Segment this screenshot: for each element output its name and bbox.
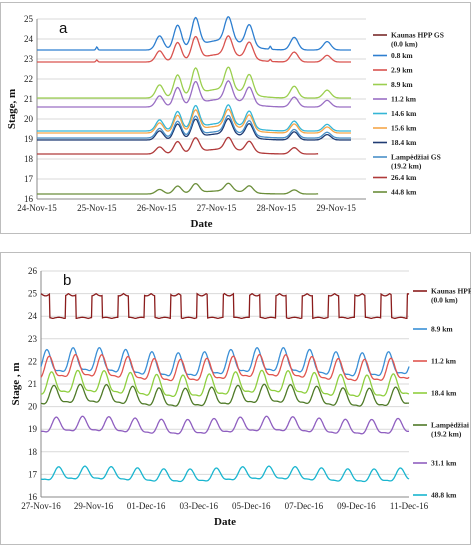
series-line — [37, 136, 319, 155]
x-tick-label: 24-Nov-15 — [17, 203, 57, 213]
legend-label: 15.6 km — [391, 124, 417, 133]
x-tick-label: 05-Dec-16 — [232, 501, 271, 511]
legend-label-cont: (0.0 km) — [431, 296, 458, 305]
y-tick-label: 23 — [28, 334, 38, 344]
series-line — [37, 80, 351, 108]
y-tick-label: 25 — [24, 14, 34, 24]
x-tick-label: 26-Nov-15 — [137, 203, 177, 213]
panel-label: a — [59, 20, 68, 37]
legend-label: 11.2 km — [431, 357, 457, 366]
y-tick-label: 22 — [24, 74, 33, 84]
series-line — [40, 383, 410, 407]
legend-label: Lampėdžiai GS — [391, 153, 441, 162]
legend-label: 11.2 km — [391, 95, 417, 104]
legend-label: 14.6 km — [391, 109, 417, 118]
series-line — [37, 182, 319, 195]
legend-label: 31.1 km — [431, 459, 457, 468]
y-tick-label: 16 — [28, 492, 38, 502]
y-tick-label: 25 — [28, 289, 38, 299]
x-tick-label: 27-Nov-15 — [197, 203, 237, 213]
series-line — [40, 354, 410, 382]
legend-label: 8.9 km — [391, 80, 413, 89]
series-line — [37, 66, 351, 99]
x-tick-label: 28-Nov-15 — [257, 203, 297, 213]
y-tick-label: 19 — [24, 134, 34, 144]
x-tick-label: 27-Nov-16 — [21, 501, 61, 511]
legend-label: Kaunas HPP GS — [391, 31, 444, 40]
y-tick-label: 17 — [24, 174, 34, 184]
legend-label: 44.8 km — [391, 188, 417, 197]
y-tick-label: 17 — [28, 469, 38, 479]
legend-label: 0.8 km — [391, 51, 413, 60]
x-tick-label: 09-Dec-16 — [337, 501, 376, 511]
y-tick-label: 20 — [24, 114, 34, 124]
series-line — [37, 104, 351, 132]
y-axis-title: Stage , m — [10, 362, 22, 405]
panel-label: b — [63, 272, 71, 289]
y-axis-title: Stage, m — [6, 89, 18, 129]
legend-label: 48.8 km — [431, 491, 457, 500]
y-tick-label: 26 — [28, 266, 38, 276]
chart-panel-a: 16 17 18 19 20 21 22 23 24 25 24-Nov-15 25-Nov-15 26… — [0, 2, 471, 234]
legend-label: Lampėdžiai GS — [431, 421, 471, 430]
legend-label: 2.9 km — [391, 66, 413, 75]
legend-label: 8.9 km — [431, 325, 453, 334]
x-tick-label: 03-Dec-16 — [179, 501, 218, 511]
chart-a-svg: 16 17 18 19 20 21 22 23 24 25 24-Nov-15 25-Nov-15 26… — [6, 14, 444, 230]
x-axis-title: Date — [191, 218, 213, 230]
y-tick-label: 22 — [28, 356, 37, 366]
y-tick-label: 21 — [24, 94, 33, 104]
y-tick-label: 20 — [28, 402, 38, 412]
legend-label: Kaunas HPP — [431, 287, 471, 296]
y-tick-label: 24 — [28, 311, 38, 321]
series-line — [37, 118, 351, 141]
series-line — [37, 108, 351, 134]
y-tick-label: 24 — [24, 34, 34, 44]
legend-label-cont: (19.2 km) — [431, 430, 462, 439]
x-tick-label: 01-Dec-16 — [127, 501, 166, 511]
legend-label: 18.4 km — [391, 138, 417, 147]
x-tick-label: 25-Nov-15 — [77, 203, 117, 213]
legend-label: 26.4 km — [391, 173, 417, 182]
series-line — [37, 16, 351, 51]
x-axis-title: Date — [214, 516, 236, 528]
x-tick-label: 29-Nov-16 — [74, 501, 114, 511]
x-tick-label: 07-Dec-16 — [285, 501, 324, 511]
y-tick-label: 18 — [28, 447, 38, 457]
legend-label: 18.4 km — [431, 389, 457, 398]
y-tick-label: 19 — [28, 424, 38, 434]
y-tick-label: 23 — [24, 54, 34, 64]
y-tick-label: 16 — [24, 194, 34, 204]
x-tick-label: 29-Nov-15 — [316, 203, 356, 213]
series-line — [37, 35, 351, 63]
series-line — [37, 114, 351, 139]
series-line — [40, 465, 410, 483]
y-tick-label: 21 — [28, 379, 37, 389]
y-tick-label: 18 — [24, 154, 34, 164]
legend-label-cont: (0.0 km) — [391, 40, 418, 49]
chart-panel-b: 16 17 18 19 20 21 22 23 24 25 26 27-Nov-16 29-Nov-16… — [0, 252, 471, 545]
series-line — [41, 369, 410, 398]
legend-label-cont: (19.2 km) — [391, 162, 422, 171]
x-tick-label: 11-Dec-16 — [390, 501, 429, 511]
chart-b-svg: 16 17 18 19 20 21 22 23 24 25 26 27-Nov-16 29-Nov-16… — [10, 266, 471, 528]
series-line — [40, 292, 410, 320]
series-line — [40, 415, 409, 435]
series-line — [40, 346, 410, 377]
